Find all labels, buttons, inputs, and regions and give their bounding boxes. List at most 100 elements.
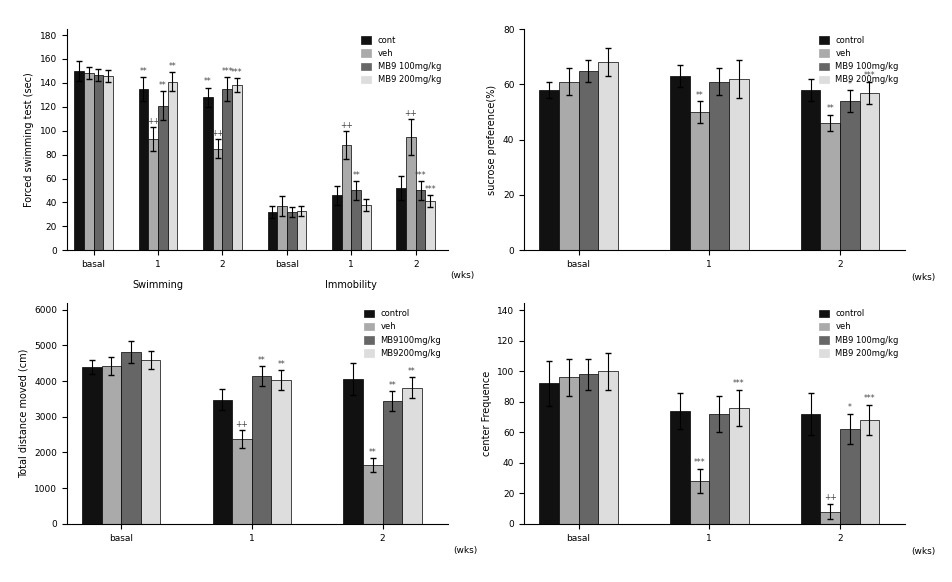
Bar xyxy=(296,211,306,250)
Bar xyxy=(251,377,271,524)
Bar xyxy=(559,377,578,524)
Y-axis label: sucrose preference(%): sucrose preference(%) xyxy=(486,84,497,195)
Text: ++: ++ xyxy=(235,420,248,429)
Bar xyxy=(222,89,232,250)
Bar xyxy=(268,212,277,250)
Bar xyxy=(839,430,859,524)
Bar xyxy=(559,81,578,250)
Text: *: * xyxy=(847,80,851,88)
Bar xyxy=(103,76,112,250)
Bar xyxy=(598,62,617,250)
Text: **: ** xyxy=(277,360,285,370)
Bar xyxy=(271,381,290,524)
Text: ***: *** xyxy=(424,185,436,194)
Legend: control, veh, MB9 100mg/kg, MB9 200mg/kg: control, veh, MB9 100mg/kg, MB9 200mg/kg xyxy=(815,307,901,360)
Bar xyxy=(102,366,121,524)
Bar xyxy=(669,76,689,250)
Text: ***: *** xyxy=(414,171,426,180)
Bar xyxy=(277,206,287,250)
Bar xyxy=(287,212,296,250)
Text: ++: ++ xyxy=(823,494,836,502)
Text: **: ** xyxy=(825,104,833,113)
Bar xyxy=(820,123,839,250)
Text: ++: ++ xyxy=(147,117,159,126)
Bar xyxy=(669,411,689,524)
Bar xyxy=(539,384,559,524)
Bar xyxy=(578,70,598,250)
Bar xyxy=(331,196,341,250)
Bar xyxy=(425,201,434,250)
Bar xyxy=(708,81,728,250)
Bar xyxy=(800,414,820,524)
Legend: cont, veh, MB9 100mg/kg, MB9 200mg/kg: cont, veh, MB9 100mg/kg, MB9 200mg/kg xyxy=(358,33,444,87)
Bar xyxy=(728,408,747,524)
Text: (wks): (wks) xyxy=(453,546,477,555)
Text: **: ** xyxy=(368,448,376,457)
Text: *: * xyxy=(847,403,851,413)
Bar xyxy=(138,89,149,250)
Bar xyxy=(578,374,598,524)
Text: ***: *** xyxy=(693,459,704,467)
Bar xyxy=(343,379,363,524)
Text: ***: *** xyxy=(863,395,874,403)
Y-axis label: center Frequence: center Frequence xyxy=(481,371,491,456)
Bar xyxy=(232,439,251,524)
Bar xyxy=(203,97,212,250)
Bar xyxy=(93,74,103,250)
Text: ++: ++ xyxy=(211,129,224,138)
Text: **: ** xyxy=(695,91,703,100)
Text: **: ** xyxy=(204,77,211,87)
Bar xyxy=(402,388,422,524)
Text: ++: ++ xyxy=(340,120,352,130)
Text: ++: ++ xyxy=(404,109,417,118)
Text: **: ** xyxy=(388,381,396,391)
Bar xyxy=(84,73,93,250)
Bar xyxy=(820,512,839,524)
Bar xyxy=(341,145,351,250)
Legend: control, veh, MB9 100mg/kg, MB9 200mg/kg: control, veh, MB9 100mg/kg, MB9 200mg/kg xyxy=(815,33,901,87)
Bar xyxy=(539,90,559,250)
Bar xyxy=(689,112,708,250)
Text: ***: *** xyxy=(863,71,874,80)
Bar xyxy=(800,90,820,250)
Bar xyxy=(149,139,158,250)
Bar xyxy=(859,93,879,250)
Bar xyxy=(708,414,728,524)
Y-axis label: Total distance moved (cm): Total distance moved (cm) xyxy=(18,349,29,478)
Bar xyxy=(396,188,406,250)
Y-axis label: Forced swimming test (sec): Forced swimming test (sec) xyxy=(24,72,34,207)
Text: (wks): (wks) xyxy=(910,274,934,282)
Bar xyxy=(859,420,879,524)
Text: **: ** xyxy=(407,367,415,376)
Bar xyxy=(728,79,747,250)
Bar xyxy=(598,371,617,524)
Bar xyxy=(839,101,859,250)
Bar xyxy=(361,205,370,250)
Bar xyxy=(415,190,425,250)
Bar xyxy=(82,367,102,524)
Bar xyxy=(689,481,708,524)
Bar xyxy=(158,105,168,250)
Bar xyxy=(406,137,415,250)
Bar xyxy=(212,148,222,250)
Text: (wks): (wks) xyxy=(450,271,474,280)
Text: ***: *** xyxy=(221,67,233,76)
Bar xyxy=(212,400,232,524)
Bar xyxy=(74,71,84,250)
Bar xyxy=(382,402,402,524)
Legend: control, veh, MB9100mg/kg, MB9200mg/kg: control, veh, MB9100mg/kg, MB9200mg/kg xyxy=(361,307,444,360)
Text: ***: *** xyxy=(230,68,243,77)
Text: **: ** xyxy=(169,62,176,71)
Bar xyxy=(232,86,242,250)
Bar xyxy=(121,352,141,524)
Text: **: ** xyxy=(159,81,167,90)
Text: Swimming: Swimming xyxy=(132,280,184,290)
Text: ***: *** xyxy=(732,379,744,388)
Text: **: ** xyxy=(139,67,148,76)
Text: **: ** xyxy=(258,356,266,365)
Bar xyxy=(351,190,361,250)
Text: (wks): (wks) xyxy=(910,546,934,556)
Text: **: ** xyxy=(352,171,360,180)
Text: Immobility: Immobility xyxy=(325,280,377,290)
Bar xyxy=(363,465,382,524)
